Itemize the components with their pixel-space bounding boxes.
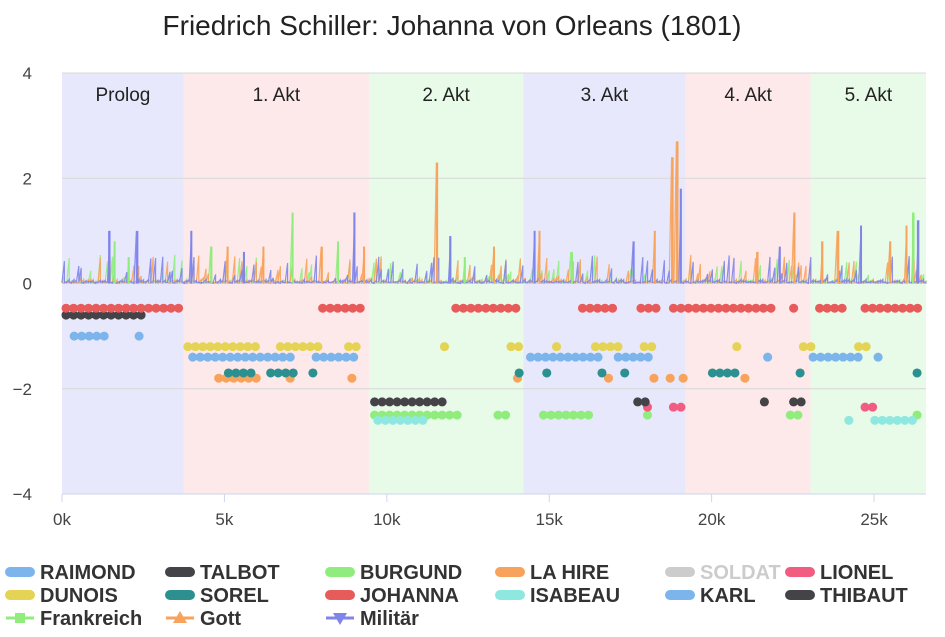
legend-item-johanna[interactable]: JOHANNA <box>325 585 459 607</box>
x-tick-label-4: 20k <box>698 510 726 529</box>
legend-item-soldat[interactable]: SOLDAT <box>665 562 781 584</box>
legend-item-raimond[interactable]: RAIMOND <box>5 562 136 584</box>
act-band-label-5: 5. Akt <box>845 85 893 106</box>
legend-item-dunois[interactable]: DUNOIS <box>5 585 118 607</box>
legend-item-burgund[interactable]: BURGUND <box>325 562 462 584</box>
act-band-label-3: 3. Akt <box>581 85 629 106</box>
y-tick-label-0: 4 <box>23 64 32 83</box>
legend-label: THIBAUT <box>820 585 908 607</box>
legend-item-talbot[interactable]: TALBOT <box>165 562 280 584</box>
legend-label: ISABEAU <box>530 585 620 607</box>
x-tick-label-2: 10k <box>373 510 401 529</box>
y-tick-label-1: 2 <box>23 169 32 188</box>
legend-label: JOHANNA <box>360 585 459 607</box>
x-tick-label-0: 0k <box>53 510 71 529</box>
legend-item-sorel[interactable]: SOREL <box>165 585 269 607</box>
legend-label: SOREL <box>200 585 269 607</box>
legend-label: BURGUND <box>360 562 462 584</box>
legend-marker <box>333 613 347 625</box>
legend-label: TALBOT <box>200 562 280 584</box>
legend-label: KARL <box>700 585 756 607</box>
y-tick-label-4: −4 <box>13 485 32 504</box>
legend-label: LA HIRE <box>530 562 609 584</box>
x-tick-label-5: 25k <box>860 510 888 529</box>
chart-title: Friedrich Schiller: Johanna von Orleans … <box>163 10 742 41</box>
legend-label: SOLDAT <box>700 562 781 584</box>
legend-item-lionel[interactable]: LIONEL <box>785 562 893 584</box>
x-tick-label-1: 5k <box>215 510 233 529</box>
y-tick-label-2: 0 <box>23 275 32 294</box>
spike-series-militär <box>61 188 927 285</box>
x-tick-label-3: 15k <box>536 510 564 529</box>
spike-lines <box>61 141 927 285</box>
y-tick-label-3: −2 <box>13 380 32 399</box>
axes: 0k 5k 10k 15k 20k 25k 4 2 0 −2 −4 <box>13 64 926 529</box>
legend-label: Frankreich <box>40 608 142 630</box>
legend-label: Gott <box>200 608 241 630</box>
legend-item-frankreich[interactable]: Frankreich <box>6 608 142 630</box>
legend-item-la-hire[interactable]: LA HIRE <box>495 562 609 584</box>
act-band-label-1: 1. Akt <box>253 85 301 106</box>
legend[interactable]: RAIMOND TALBOT BURGUND LA HIRE SOLDAT LIONEL D… <box>5 562 908 630</box>
legend-label: RAIMOND <box>40 562 136 584</box>
character-presence <box>61 303 927 425</box>
legend-marker <box>15 613 25 623</box>
legend-item-isabeau[interactable]: ISABEAU <box>495 585 620 607</box>
act-band-label-2: 2. Akt <box>422 85 470 106</box>
act-band-label-0: Prolog <box>95 85 150 106</box>
legend-item-militär[interactable]: Militär <box>326 608 419 630</box>
legend-item-karl[interactable]: KARL <box>665 585 756 607</box>
act-band-label-4: 4. Akt <box>724 85 772 106</box>
legend-item-gott[interactable]: Gott <box>166 608 241 630</box>
legend-label: DUNOIS <box>40 585 118 607</box>
legend-label: LIONEL <box>820 562 893 584</box>
legend-label: Militär <box>360 608 419 630</box>
legend-item-thibaut[interactable]: THIBAUT <box>785 585 908 607</box>
legend-marker <box>173 611 187 623</box>
